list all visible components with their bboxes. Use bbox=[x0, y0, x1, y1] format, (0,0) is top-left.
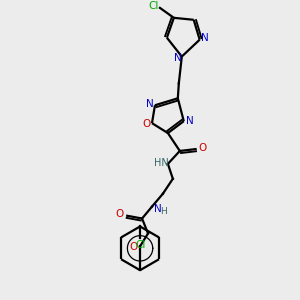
Text: O: O bbox=[129, 242, 137, 252]
Text: N: N bbox=[174, 52, 182, 63]
Text: N: N bbox=[146, 99, 154, 109]
Text: Cl: Cl bbox=[149, 1, 159, 11]
Text: N: N bbox=[186, 116, 194, 126]
Text: N: N bbox=[201, 33, 208, 43]
Text: O: O bbox=[199, 143, 207, 153]
Text: H: H bbox=[160, 207, 167, 216]
Text: HN: HN bbox=[154, 158, 168, 168]
Text: O: O bbox=[115, 208, 123, 219]
Text: N: N bbox=[154, 204, 162, 214]
Text: O: O bbox=[142, 119, 150, 129]
Text: Cl: Cl bbox=[135, 240, 145, 250]
